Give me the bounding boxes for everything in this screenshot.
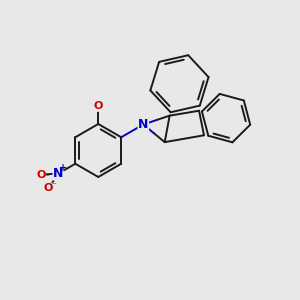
Text: +: + bbox=[59, 163, 67, 173]
Text: ⁻: ⁻ bbox=[43, 173, 49, 184]
Text: O: O bbox=[36, 169, 46, 180]
Text: N: N bbox=[53, 167, 64, 180]
Text: O: O bbox=[44, 183, 53, 193]
Text: ⁻: ⁻ bbox=[51, 181, 56, 191]
Text: N: N bbox=[138, 118, 148, 131]
Text: O: O bbox=[94, 101, 103, 111]
